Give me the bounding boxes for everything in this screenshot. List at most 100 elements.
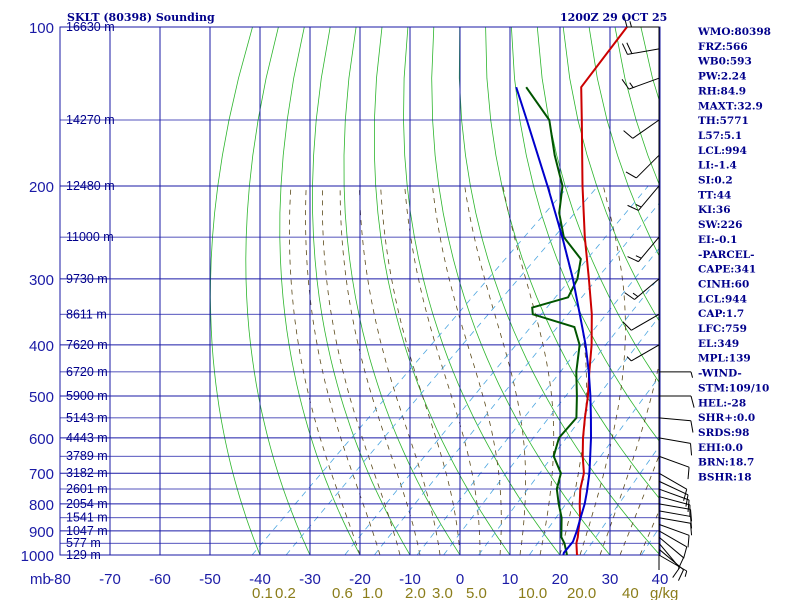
wind-barb	[658, 472, 688, 501]
dry-adiabat-line	[373, 27, 511, 555]
height-label: 16630 m	[66, 20, 115, 34]
height-label: 4443 m	[66, 431, 108, 445]
wind-barb-staff	[636, 154, 660, 179]
wind-barb	[658, 530, 688, 559]
mixing-ratio-label: 2.0	[405, 585, 426, 600]
moist-adiabat-line	[432, 185, 502, 555]
index-line: LI:-1.4	[698, 160, 737, 172]
temperature-tick-label: -10	[399, 571, 421, 588]
wind-barb	[626, 344, 660, 362]
wind-barb-staff	[658, 480, 689, 496]
height-label: 9730 m	[66, 272, 108, 286]
height-label: 1047 m	[66, 524, 108, 538]
wind-barb-feather	[626, 42, 633, 54]
isobar-isotherm-grid	[60, 27, 660, 555]
dry-adiabat-line	[796, 27, 800, 566]
wind-barb-staff	[631, 344, 660, 362]
wind-barb-staff	[628, 77, 660, 90]
temperature-tick-labels: -80 -70 -60 -50 -40 -30 -20 -10 0 10 20 30 40	[49, 571, 668, 588]
height-label: 1541 m	[66, 511, 108, 525]
moist-adiabat-line	[599, 358, 660, 555]
dry-adiabat-line	[562, 27, 660, 324]
wind-barb-feather	[632, 292, 639, 298]
height-label: 7620 m	[66, 338, 108, 352]
dry-adiabat-line	[431, 27, 611, 555]
mixing-ratio-line	[528, 375, 660, 555]
temperature-tick-label: -80	[49, 571, 71, 588]
wind-barb-feather	[672, 567, 680, 578]
dry-adiabat-line	[770, 27, 800, 566]
mixing-ratio-line	[344, 185, 649, 555]
wind-barb-feather	[623, 130, 634, 139]
wind-barb-feather	[626, 356, 632, 362]
index-line: L57:5.1	[698, 130, 742, 142]
pressure-tick-label: 600	[29, 431, 54, 448]
wind-barb	[621, 77, 660, 90]
dry-adiabat-line	[343, 27, 461, 555]
dry-adiabat-line	[403, 27, 561, 555]
index-line: RH:84.9	[698, 85, 746, 97]
height-labels: 16630 m 14270 m 12480 m 11000 m 9730 m 8611 m…	[66, 20, 115, 562]
wind-barb-staff	[658, 536, 684, 559]
pressure-tick-label: 800	[29, 497, 54, 514]
stability-indices: WMO:80398 FRZ:566 WB0:593 PW:2.24 RH:84.9 MAX…	[697, 26, 771, 484]
mixing-ratio-line	[285, 185, 599, 555]
sounding-profiles	[515, 27, 628, 555]
index-line: CAPE:341	[698, 264, 756, 276]
wind-barb-feather	[690, 509, 693, 522]
index-line: -PARCEL-	[698, 249, 754, 261]
height-label: 14270 m	[66, 113, 115, 127]
height-label: 6720 m	[66, 365, 108, 379]
parcel-profile	[515, 86, 593, 555]
wind-barb-feather	[684, 570, 688, 577]
dry-adiabat-line	[209, 27, 261, 555]
wind-barb	[658, 455, 690, 480]
mixing-ratio-label: 0.1	[252, 585, 273, 600]
index-line: KI:36	[698, 204, 731, 216]
wind-barb	[625, 154, 660, 179]
wind-barb-staff	[631, 313, 660, 331]
wind-barb-feather	[690, 516, 693, 529]
temperature-tick-label: 10	[502, 571, 519, 588]
index-line: HEL:-28	[698, 397, 746, 409]
wind-barb-feather	[621, 43, 628, 55]
wind-barb-feather	[690, 443, 693, 456]
pressure-tick-labels: 100 200 300 400 500 600 700 800 900 1000	[21, 20, 54, 565]
temperature-profile	[575, 27, 628, 555]
valid-time: 1200Z 29 OCT 25	[560, 11, 667, 24]
index-line: SHR+:0.0	[698, 412, 755, 424]
dry-adiabat-line	[588, 27, 660, 259]
temperature-tick-label: -40	[249, 571, 271, 588]
mixing-ratio-label: 0.6	[332, 585, 353, 600]
temperature-tick-label: 0	[456, 571, 464, 588]
wind-barb-feather	[624, 292, 635, 300]
wind-barbs	[621, 15, 695, 581]
index-line: LCL:994	[698, 145, 747, 157]
index-line: SRDS:98	[698, 427, 750, 439]
temperature-tick-label: -70	[99, 571, 121, 588]
temperature-tick-label: 40	[652, 571, 669, 588]
mixing-ratio-label: 0.2	[275, 585, 296, 600]
wind-barb-feather	[683, 546, 688, 559]
moist-adiabat-line	[502, 185, 555, 555]
moist-adiabat-line	[380, 185, 461, 555]
height-label: 12480 m	[66, 179, 115, 193]
wind-barb	[658, 437, 693, 456]
wind-barb-staff	[658, 496, 691, 506]
wind-barb-feather	[622, 321, 632, 331]
height-label: 5143 m	[66, 411, 108, 425]
temperature-tick-label: -30	[299, 571, 321, 588]
temperature-tick-label: 30	[602, 571, 619, 588]
dry-adiabat-line	[279, 27, 361, 555]
dry-adiabat-line	[458, 27, 660, 555]
wind-barb-feather	[627, 204, 639, 211]
wind-barb	[658, 523, 690, 548]
wind-barb-feather	[687, 499, 690, 512]
mixing-ratio-label: 40	[622, 585, 639, 600]
index-line: SI:0.2	[698, 175, 733, 187]
wind-barb-staff	[632, 119, 660, 139]
pressure-tick-label: 100	[29, 20, 54, 37]
wind-barb	[658, 536, 684, 569]
pressure-tick-label: 500	[29, 389, 54, 406]
height-label: 2054 m	[66, 497, 108, 511]
